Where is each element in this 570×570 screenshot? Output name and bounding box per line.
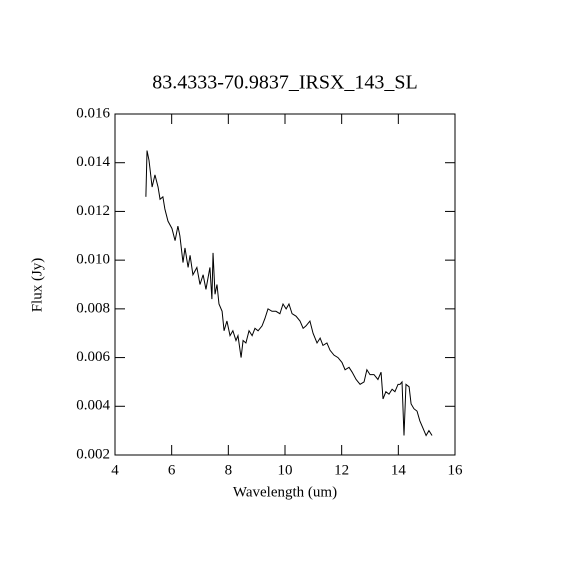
x-axis-label: Wavelength (um) <box>233 484 337 500</box>
x-tick-label: 10 <box>278 462 293 478</box>
x-tick-label: 14 <box>391 462 407 478</box>
y-tick-label: 0.004 <box>76 398 110 414</box>
chart-title: 83.4333-70.9837_IRSX_143_SL <box>152 72 418 94</box>
y-tick-label: 0.014 <box>76 154 110 170</box>
y-tick-label: 0.002 <box>76 446 110 462</box>
y-tick-label: 0.008 <box>76 300 110 316</box>
y-tick-label: 0.006 <box>76 349 110 365</box>
y-axis-label: Flux (Jy) <box>29 258 45 313</box>
y-tick-label: 0.010 <box>76 252 110 268</box>
x-tick-label: 8 <box>225 462 233 478</box>
x-tick-label: 6 <box>168 462 176 478</box>
x-tick-label: 16 <box>448 462 464 478</box>
y-tick-label: 0.016 <box>76 105 110 121</box>
x-tick-label: 12 <box>334 462 349 478</box>
x-tick-label: 4 <box>111 462 119 478</box>
spectrum-line <box>145 150 433 437</box>
y-tick-label: 0.012 <box>76 203 110 219</box>
